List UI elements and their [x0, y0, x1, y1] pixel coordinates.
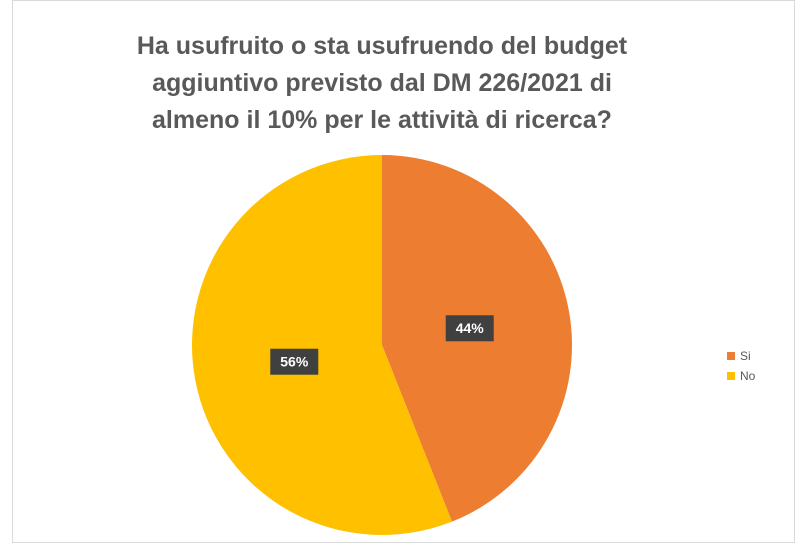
data-label-box [270, 348, 319, 375]
data-label: 44% [456, 320, 485, 336]
chart-title: Ha usufruito o sta usufruendo del budget… [136, 32, 628, 134]
legend-label: Si [740, 349, 751, 363]
legend-label: No [740, 369, 756, 383]
data-label-box [445, 315, 494, 342]
pie-slice [192, 155, 452, 535]
legend-swatch [727, 372, 735, 380]
data-label: 56% [280, 353, 309, 369]
legend-swatch [727, 352, 735, 360]
